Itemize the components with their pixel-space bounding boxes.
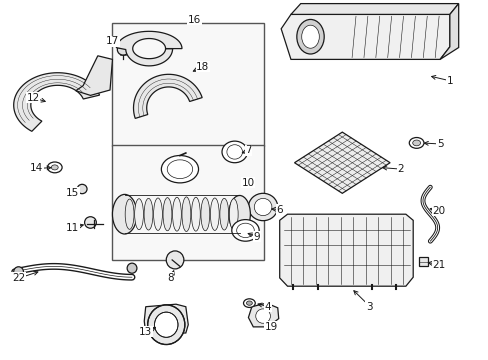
- Polygon shape: [116, 31, 182, 66]
- Ellipse shape: [112, 194, 137, 234]
- Ellipse shape: [220, 198, 228, 230]
- Text: 20: 20: [432, 206, 445, 216]
- Text: 8: 8: [166, 273, 173, 283]
- Polygon shape: [133, 74, 202, 118]
- Ellipse shape: [147, 305, 184, 345]
- Polygon shape: [439, 4, 458, 59]
- Text: 18: 18: [196, 62, 209, 72]
- Ellipse shape: [228, 195, 250, 233]
- Polygon shape: [144, 304, 188, 333]
- Ellipse shape: [153, 198, 162, 230]
- Text: 15: 15: [65, 188, 79, 198]
- Text: 1: 1: [446, 76, 452, 86]
- Text: 7: 7: [244, 145, 251, 156]
- Ellipse shape: [182, 197, 190, 231]
- Text: 3: 3: [365, 302, 372, 312]
- Ellipse shape: [408, 138, 423, 148]
- Polygon shape: [290, 4, 458, 14]
- Ellipse shape: [222, 141, 247, 163]
- Ellipse shape: [134, 199, 143, 230]
- Text: 17: 17: [105, 36, 119, 46]
- Ellipse shape: [210, 198, 219, 230]
- Ellipse shape: [191, 197, 200, 231]
- Ellipse shape: [163, 198, 171, 231]
- Text: 14: 14: [30, 163, 43, 174]
- Text: 11: 11: [65, 222, 79, 233]
- Ellipse shape: [296, 19, 324, 54]
- Text: 21: 21: [431, 260, 445, 270]
- Text: 13: 13: [139, 327, 152, 337]
- Ellipse shape: [172, 197, 181, 231]
- Ellipse shape: [117, 44, 129, 55]
- Ellipse shape: [167, 160, 192, 179]
- Bar: [418, 257, 427, 266]
- Polygon shape: [281, 14, 449, 59]
- Ellipse shape: [77, 184, 87, 194]
- Polygon shape: [76, 56, 112, 95]
- Ellipse shape: [236, 223, 254, 238]
- Ellipse shape: [231, 220, 259, 241]
- Ellipse shape: [51, 165, 58, 170]
- Ellipse shape: [243, 299, 255, 307]
- Polygon shape: [294, 132, 389, 193]
- Text: 2: 2: [397, 164, 404, 174]
- Ellipse shape: [301, 25, 319, 48]
- Text: 9: 9: [253, 232, 260, 242]
- Polygon shape: [279, 214, 412, 286]
- Text: 22: 22: [12, 273, 25, 283]
- Text: 4: 4: [264, 302, 271, 312]
- Ellipse shape: [161, 156, 198, 183]
- Ellipse shape: [412, 140, 420, 146]
- Ellipse shape: [144, 198, 153, 230]
- Text: 16: 16: [187, 15, 201, 25]
- Text: 12: 12: [26, 93, 40, 103]
- Bar: [112, 23, 264, 146]
- Bar: [112, 145, 264, 260]
- Ellipse shape: [47, 162, 62, 173]
- Ellipse shape: [127, 263, 137, 273]
- Ellipse shape: [248, 193, 277, 221]
- Ellipse shape: [201, 198, 209, 231]
- Ellipse shape: [229, 199, 238, 230]
- Ellipse shape: [246, 301, 252, 305]
- Ellipse shape: [154, 312, 178, 337]
- Ellipse shape: [125, 199, 134, 229]
- Polygon shape: [14, 73, 100, 131]
- Text: 5: 5: [436, 139, 443, 149]
- Ellipse shape: [254, 198, 271, 216]
- Ellipse shape: [14, 267, 23, 277]
- Ellipse shape: [226, 145, 242, 159]
- Text: 6: 6: [276, 204, 283, 215]
- Ellipse shape: [84, 217, 96, 228]
- Text: 10: 10: [242, 178, 254, 188]
- Polygon shape: [248, 303, 278, 327]
- Ellipse shape: [166, 251, 183, 269]
- Text: 19: 19: [264, 322, 278, 332]
- Ellipse shape: [255, 309, 270, 323]
